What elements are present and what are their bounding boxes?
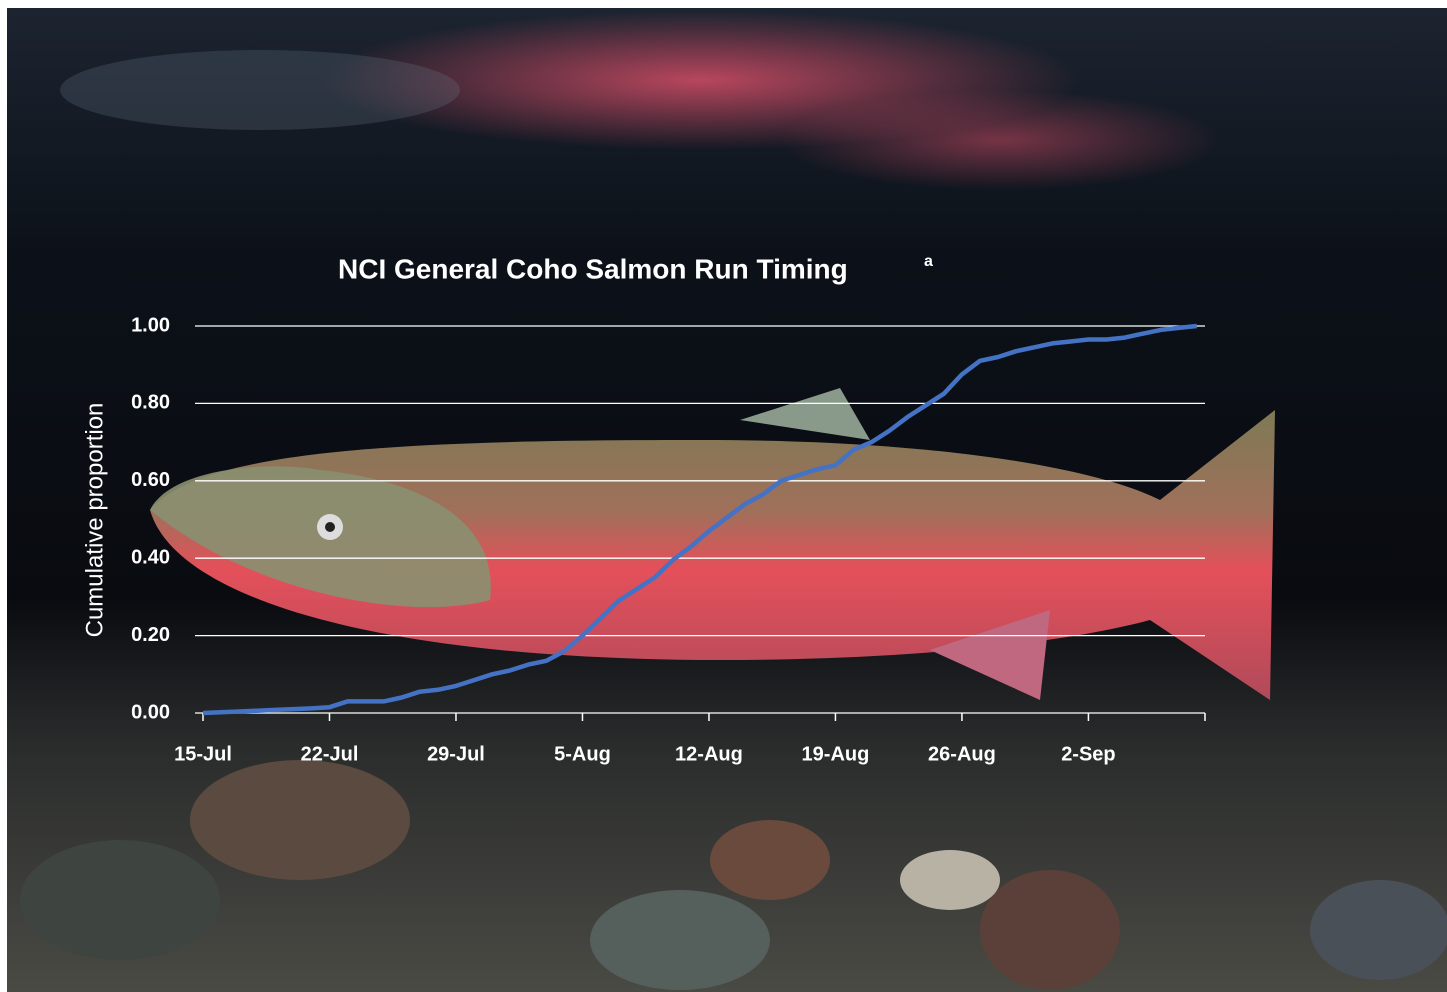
y-tick-label: 1.00 xyxy=(131,314,170,336)
background-photo xyxy=(7,8,1447,992)
y-axis-label: Cumulative proportion xyxy=(81,403,108,638)
x-tick-label: 19-Aug xyxy=(802,743,870,765)
x-tick-label: 12-Aug xyxy=(675,743,743,765)
x-tick-label: 29-Jul xyxy=(427,743,485,765)
y-tick-label: 0.20 xyxy=(131,624,170,646)
y-tick-label: 0.00 xyxy=(131,701,170,723)
x-tick-label: 22-Jul xyxy=(301,743,359,765)
x-tick-label: 15-Jul xyxy=(174,743,232,765)
x-tick-label: 2-Sep xyxy=(1061,743,1115,765)
x-tick-label: 5-Aug xyxy=(554,743,611,765)
chart-title: NCI General Coho Salmon Run Timing xyxy=(338,253,848,284)
y-tick-label: 0.60 xyxy=(131,469,170,491)
y-tick-label: 0.80 xyxy=(131,392,170,414)
x-tick-label: 26-Aug xyxy=(928,743,996,765)
title-note: a xyxy=(924,253,933,270)
data-line xyxy=(202,323,1198,716)
y-tick-label: 0.40 xyxy=(131,546,170,568)
